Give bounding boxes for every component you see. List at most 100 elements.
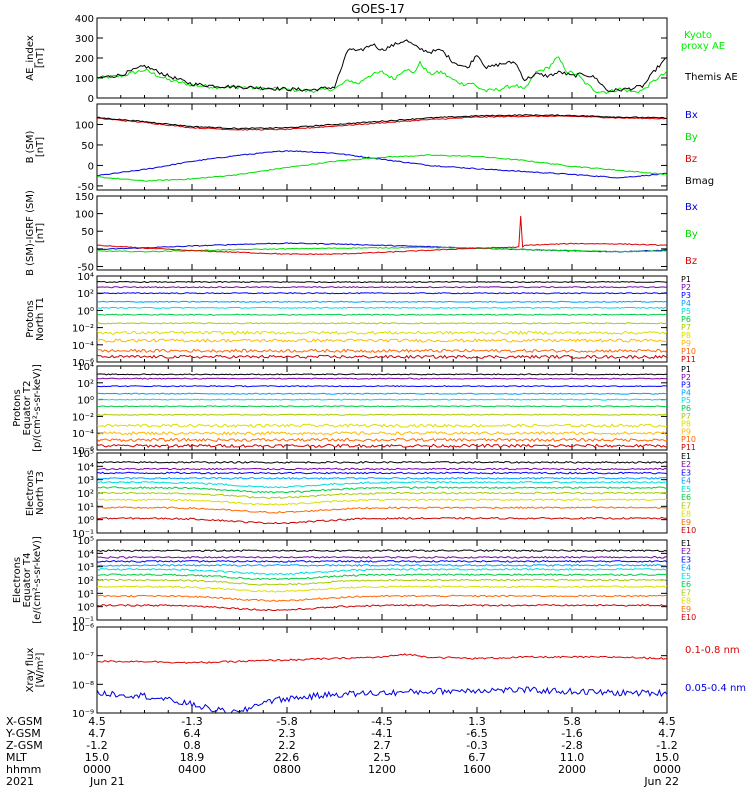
y-tick-label: 100 [75,74,94,85]
legend-label: E7 [681,588,691,597]
ephemeris-value: 4.5 [658,715,676,728]
series-group [97,114,667,182]
series-line-e2 [97,555,667,559]
ephemeris-value: -6.5 [466,727,487,740]
ephemeris-value: 6.7 [468,751,486,764]
ephemeris-value: -4.1 [371,727,392,740]
ephemeris-value: Jun 22 [643,775,679,788]
y-tick-label: 10⁴ [77,549,94,560]
ephemeris-value: 0800 [273,763,301,776]
ephemeris-value: 4.7 [88,727,106,740]
y-axis-label: B (SM)-IGRF (SM) [25,190,36,276]
ephemeris-value: 11.0 [560,751,585,764]
y-axis-label: North T1 [35,297,46,341]
y-tick-label: 400 [75,14,94,25]
ephemeris-value: Jun 21 [89,775,125,788]
series-group [97,460,667,525]
legend-label: E3 [681,468,691,477]
y-tick-label: 10⁴ [77,462,94,473]
ephemeris-value: 1.3 [468,715,486,728]
series-line-p9 [97,431,667,436]
series-line-themis-ae [97,39,667,93]
panel-frame [96,275,668,363]
y-tick-label: 300 [75,34,94,45]
ephemeris-row-label: X-GSM [6,715,42,728]
ephemeris-row-label: Y-GSM [5,727,41,740]
legend-label: Bz [685,154,697,165]
y-tick-label: 10⁻⁴ [72,429,94,440]
ephemeris-value: -1.2 [86,739,107,752]
y-axis-label: [nT] [35,48,46,68]
panel-bigrf: 150 100 50 0 -50 B (SM)-IGRF (SM) [nT] Bx By Bz [25,190,698,276]
legend-label: E9 [681,518,691,527]
ephemeris-value: 2000 [558,763,586,776]
series-line-e3 [97,471,667,475]
legend-label: By [685,132,698,143]
ephemeris-value: 15.0 [655,751,680,764]
series-line-e2 [97,467,667,471]
ephemeris-row-label: hhmm [6,763,41,776]
legend-label: P7 [681,323,691,332]
legend-label: E9 [681,605,691,614]
legend-label: E1 [681,452,691,461]
y-tick-label: -50 [78,182,94,193]
ephemeris-value: 15.0 [85,751,110,764]
ephemeris-value: 2.7 [373,739,391,752]
legend-label: E5 [681,485,691,494]
series-line-p9 [97,338,667,343]
ephemeris-value: 2.3 [278,727,296,740]
legend-label: E7 [681,501,691,510]
legend-label: E10 [681,613,696,622]
legend-label: P11 [681,443,696,452]
series-line-p4 [97,300,667,303]
panel-eeqt4: 10⁵ 10⁴ 10³ 10² 10¹ 10⁰ 10⁻¹ Electrons Equator T… [12,536,696,627]
ephemeris-row-label: MLT [6,751,27,764]
y-tick-label: 50 [81,141,94,152]
series-line-0-1-0-8-nm [97,653,667,664]
series-line-p7 [97,413,667,416]
y-tick-label: 10⁰ [77,516,94,527]
ephemeris-value: -1.6 [561,727,582,740]
y-tick-label: 50 [81,227,94,238]
legend-label: P1 [681,275,691,284]
y-tick-label: 10⁰ [77,306,94,317]
panel-frame [96,195,668,271]
y-tick-label: 10¹ [77,589,94,600]
series-group [97,39,667,95]
y-tick-label: 10¹ [77,502,94,513]
panel-ent3: 10⁵ 10⁴ 10³ 10² 10¹ 10⁰ 10⁻¹ Electrons North T3 E… [25,449,696,540]
y-tick-label: 10⁴ [77,272,94,283]
series-line-kyoto-proxy-ae [97,56,667,95]
panel-pnt1: 10⁴ 10² 10⁰ 10⁻² 10⁻⁴ 10⁻⁶ Protons North T1 P1P2… [25,272,696,369]
y-tick-label: 10⁻¹ [72,616,94,627]
ephemeris-value: 1600 [463,763,491,776]
series-line-p5 [97,398,667,401]
panel-xray: 10⁻⁶ 10⁻⁷ 10⁻⁸ 10⁻⁹ Xray flux [W/m²] 0.1-0.8 n… [25,623,746,720]
series-line-bmag [97,114,667,130]
y-tick-label: 10⁰ [77,396,94,407]
legend-label: P4 [681,388,691,397]
ephemeris-value: 0000 [653,763,681,776]
ephemeris-row-label: Z-GSM [6,739,43,752]
y-axis-label: AE_index [25,35,36,81]
ephemeris-value: 5.8 [563,715,581,728]
ephemeris-value: 4.5 [88,715,106,728]
legend-label: E2 [681,460,691,469]
series-line-p2 [97,377,667,380]
legend-label: E8 [681,597,691,606]
y-tick-label: 10⁻⁴ [72,341,94,352]
series-line-e3 [97,559,667,563]
y-tick-label: -50 [78,262,94,273]
y-tick-label: 10⁻² [72,412,94,423]
series-line-e7 [97,491,667,499]
series-line-e8 [97,498,667,506]
ephemeris-value: 1200 [368,763,396,776]
legend-label: P5 [681,396,691,405]
series-line-e10 [97,603,667,612]
legend-label: By [685,229,698,240]
series-group [97,215,667,256]
legend-label: P2 [681,373,691,382]
ephemeris-value: -1.3 [181,715,202,728]
y-axis-label: B (SM) [25,130,36,163]
